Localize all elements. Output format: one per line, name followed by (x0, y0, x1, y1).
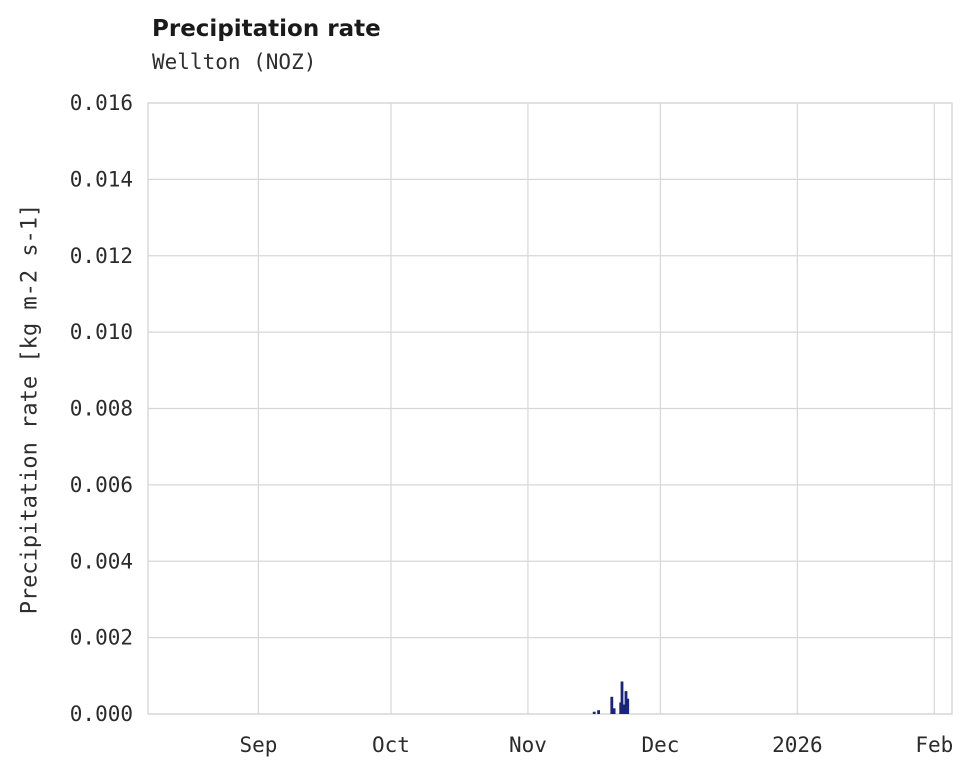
y-tick-label: 0.016 (70, 91, 133, 115)
bar (610, 696, 614, 714)
plot-border (147, 102, 953, 715)
bar (624, 691, 628, 714)
x-tick-label: Nov (509, 733, 547, 757)
bar (612, 708, 616, 714)
bar (626, 698, 630, 714)
y-tick-label: 0.002 (70, 626, 133, 650)
chart-title: Precipitation rate (152, 16, 381, 42)
bar (620, 681, 624, 714)
x-tick-label: Sep (239, 733, 277, 757)
x-tick-label: Dec (641, 733, 679, 757)
y-tick-label: 0.000 (70, 702, 133, 726)
x-tick-label: Feb (915, 733, 953, 757)
x-tick-label: 2026 (772, 733, 823, 757)
bar (622, 704, 626, 714)
y-tick-label: 0.010 (70, 320, 133, 344)
x-tick-label: Oct (372, 733, 410, 757)
bar (597, 710, 600, 714)
bar (592, 711, 596, 714)
y-tick-label: 0.004 (70, 549, 133, 573)
y-tick-label: 0.014 (70, 167, 133, 191)
y-tick-label: 0.012 (70, 244, 133, 268)
chart-subtitle: Wellton (NOZ) (152, 50, 317, 74)
y-tick-label: 0.006 (70, 473, 133, 497)
y-tick-label: 0.008 (70, 397, 133, 421)
